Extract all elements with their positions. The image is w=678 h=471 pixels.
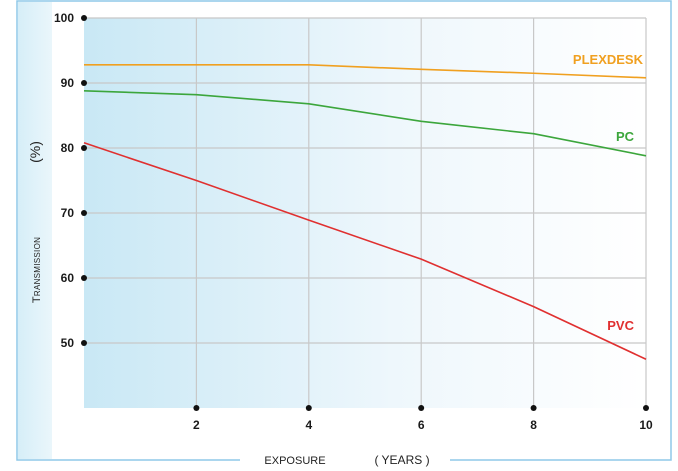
y-tick-label-70: 70 (61, 206, 75, 220)
x-axis-unit: ( YEARS ) (374, 453, 429, 467)
y-tick-dot-80 (81, 145, 87, 151)
y-tick-dot-90 (81, 80, 87, 86)
y-tick-label-50: 50 (61, 336, 75, 350)
x-tick-dot-10 (643, 405, 649, 411)
series-line-pvc (83, 142, 647, 360)
x-tick-dot-6 (418, 405, 425, 411)
y-axis-unit: (%) (27, 141, 43, 163)
x-tick-dot-2 (193, 405, 200, 411)
series-line-plexdesk (84, 64, 647, 79)
grid-lines (84, 17, 647, 408)
y-tick-label-60: 60 (61, 271, 75, 285)
series-labels: PLEXDESK PC PVC (573, 52, 644, 333)
series-label-pc: PC (616, 129, 635, 144)
y-axis-title: Transmission (31, 237, 43, 303)
y-tick-label-100: 100 (54, 11, 74, 25)
y-tick-label-90: 90 (61, 76, 75, 90)
series-label-plexdesk: PLEXDESK (573, 52, 644, 67)
y-tick-label-80: 80 (61, 141, 75, 155)
y-tick-dot-60 (81, 275, 87, 281)
x-axis-title: EXPOSURE (264, 455, 325, 467)
series-label-pvc: PVC (607, 318, 634, 333)
y-tick-dot-70 (81, 210, 87, 216)
x-tick-label-4: 4 (305, 418, 312, 432)
left-band (18, 2, 52, 459)
axis-ticks: 50 60 70 80 90 100 2 4 6 8 10 (54, 11, 653, 432)
series-line-pc (83, 90, 647, 157)
y-tick-dot-100 (81, 15, 87, 21)
x-tick-dot-4 (305, 405, 312, 411)
x-tick-label-2: 2 (193, 418, 200, 432)
xlabel-gap (240, 452, 450, 466)
x-tick-label-6: 6 (418, 418, 425, 432)
y-tick-dot-50 (81, 340, 87, 346)
x-tick-label-8: 8 (530, 418, 537, 432)
x-tick-label-10: 10 (639, 418, 653, 432)
series-group (83, 64, 647, 360)
x-tick-dot-8 (530, 405, 537, 411)
